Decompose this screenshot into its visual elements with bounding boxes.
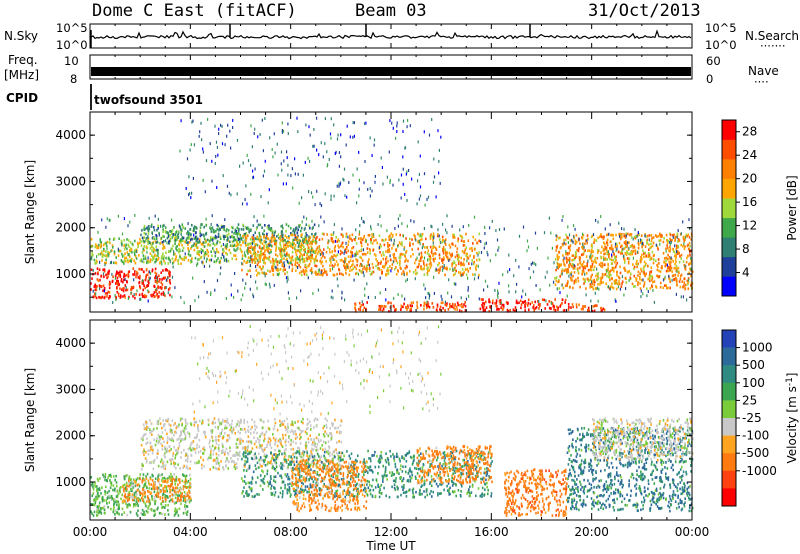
cpid-program: twofsound 3501 — [94, 93, 203, 107]
y-tick-label: 4000 — [55, 128, 86, 142]
velocity-colorbar-tick: 25 — [742, 393, 757, 407]
nsearch-label: N.Search — [745, 29, 799, 43]
x-tick-label: 00:00 — [73, 525, 108, 539]
velocity-colorbar-segment — [722, 365, 736, 384]
nave-tick-top: 60 — [706, 54, 721, 68]
velocity-colorbar-segment — [722, 382, 736, 401]
velocity-panel: 4000 3000 2000 1000 — [55, 319, 694, 521]
nsky-trace — [90, 29, 692, 40]
nsky-tick-top: 10^5 — [56, 21, 88, 35]
date-title: 31/Oct/2013 — [588, 1, 701, 21]
heatmap-region — [416, 445, 493, 485]
velocity-colorbar-label: Velocity [m s-1] — [785, 373, 799, 464]
freq-tick-bottom: 8 — [70, 72, 77, 86]
beam-title: Beam 03 — [355, 1, 427, 21]
power-colorbar-tick: 12 — [742, 219, 757, 233]
power-colorbar-segment — [722, 178, 736, 199]
heatmap-region — [90, 213, 692, 305]
power-data — [90, 116, 694, 313]
x-tick-label: 16:00 — [474, 525, 509, 539]
power-colorbar-label: Power [dB] — [785, 175, 799, 240]
cpid-label: CPID — [6, 91, 38, 105]
heatmap-region — [591, 417, 694, 462]
power-colorbar: 28 24 20 16 12 8 4 Power [dB] — [721, 119, 799, 297]
power-colorbar-segment — [722, 139, 736, 160]
velocity-colorbar-segment — [722, 418, 736, 436]
power-colorbar-tick: 20 — [742, 172, 757, 186]
power-colorbar-segment — [722, 217, 736, 238]
power-colorbar-tick: 24 — [742, 148, 757, 162]
power-colorbar-tick: 16 — [742, 195, 757, 209]
velocity-colorbar-tick: -100 — [742, 429, 769, 443]
nsearch-dots: ······· — [760, 39, 786, 53]
nsky-tick-bottom: 10^0 — [56, 38, 88, 52]
power-colorbar-segment — [722, 198, 736, 219]
x-tick-label: 08:00 — [273, 525, 308, 539]
power-colorbar-segment — [722, 120, 736, 140]
y-tick-label: 3000 — [55, 174, 86, 188]
power-colorbar-segment — [722, 159, 736, 179]
velocity-colorbar-segment — [722, 435, 736, 454]
velocity-colorbar: 1000 500 100 25 -25 -100 -500 -1000 Velocity [m… — [721, 329, 799, 507]
velocity-colorbar-tick: -25 — [742, 411, 762, 425]
velocity-colorbar-tick: -1000 — [742, 464, 777, 478]
freq-unit-label: [MHz] — [4, 68, 39, 82]
nsearch-tick-top: 10^5 — [705, 21, 737, 35]
heatmap-region — [179, 116, 442, 208]
velocity-colorbar-segment — [722, 330, 736, 348]
heatmap-region — [140, 417, 343, 471]
velocity-colorbar-tick: 1000 — [742, 341, 773, 355]
y-tick-label: 2000 — [55, 221, 86, 235]
site-title: Dome C East (fitACF) — [92, 1, 297, 21]
heatmap-region — [121, 477, 192, 503]
velocity-ylabel: Slant Range [km] — [23, 368, 37, 472]
nave-tick-bottom: 0 — [706, 72, 713, 86]
velocity-colorbar-segment — [722, 470, 736, 489]
heatmap-region — [191, 325, 442, 416]
power-panel: 4000 3000 2000 1000 — [55, 111, 694, 313]
heatmap-region — [567, 303, 606, 313]
power-colorbar-segment — [722, 256, 736, 277]
y-tick-label: 2000 — [55, 429, 86, 443]
velocity-colorbar-segment — [722, 453, 736, 472]
freq-label: Freq. — [8, 53, 38, 67]
velocity-colorbar-tick: 500 — [742, 358, 765, 372]
x-tick-label: 12:00 — [374, 525, 409, 539]
nsky-label: N.Sky — [4, 29, 38, 43]
x-tick-label: 20:00 — [574, 525, 609, 539]
power-colorbar-segment — [722, 237, 736, 258]
y-tick-label: 1000 — [55, 475, 86, 489]
velocity-colorbar-segment — [722, 400, 736, 419]
velocity-data — [90, 325, 694, 517]
heatmap-region — [354, 301, 467, 313]
power-colorbar-tick: 8 — [742, 242, 750, 256]
velocity-colorbar-segment — [722, 488, 736, 507]
heatmap-region — [504, 468, 568, 517]
power-colorbar-segment — [722, 276, 736, 297]
y-tick-label: 1000 — [55, 267, 86, 281]
freq-tick-top: 10 — [64, 54, 79, 68]
x-tick-label: 04:00 — [173, 525, 208, 539]
power-colorbar-tick: 28 — [742, 125, 757, 139]
heatmap-region — [241, 232, 481, 277]
y-tick-label: 4000 — [55, 336, 86, 350]
nave-dots: ···· — [754, 75, 769, 89]
power-ylabel: Slant Range [km] — [23, 160, 37, 264]
velocity-colorbar-tick: -500 — [742, 446, 769, 460]
heatmap-region — [291, 459, 368, 513]
nsearch-tick-bottom: 10^0 — [705, 38, 737, 52]
nave-label: Nave — [748, 64, 779, 78]
x-axis-label: Time UT — [365, 539, 416, 553]
x-tick-label: 00:00 — [675, 525, 710, 539]
velocity-colorbar-tick: 100 — [742, 376, 765, 390]
freq-band — [91, 67, 691, 76]
y-tick-label: 3000 — [55, 382, 86, 396]
power-colorbar-tick: 4 — [742, 266, 750, 280]
velocity-colorbar-segment — [722, 347, 736, 366]
